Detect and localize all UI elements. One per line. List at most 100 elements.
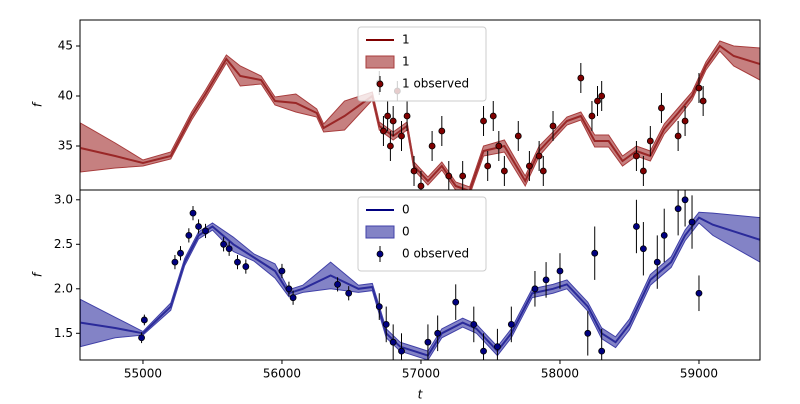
observed-point [549, 122, 557, 130]
observed-point [695, 289, 703, 297]
x-tick-label: 57000 [402, 367, 440, 381]
observed-point [577, 74, 585, 82]
observed-point [171, 258, 179, 266]
observed-point [428, 142, 436, 150]
observed-point [594, 97, 601, 105]
observed-point [417, 182, 425, 190]
observed-point [138, 334, 145, 342]
observed-point [185, 231, 193, 239]
observed-point [380, 127, 387, 135]
observed-point [539, 167, 547, 175]
observed-point [452, 298, 460, 306]
observed-point [225, 245, 233, 253]
legend-label: 1 observed [402, 77, 469, 91]
observed-point [278, 267, 286, 275]
x-axis-label: t [418, 388, 424, 401]
observed-point [639, 167, 647, 175]
x-tick-label: 58000 [541, 367, 579, 381]
legend-label: 1 [402, 55, 410, 69]
observed-point [242, 263, 250, 270]
y-tick-label: 2.5 [54, 237, 73, 251]
legend-label: 0 [402, 203, 410, 217]
observed-point [674, 205, 682, 213]
observed-point [403, 112, 411, 120]
observed-point [507, 320, 515, 328]
observed-point [660, 231, 668, 239]
legend: 1 1 1 observed [357, 26, 487, 102]
observed-point [653, 258, 661, 266]
axes-frame [79, 189, 761, 361]
y-axis-label: f [31, 101, 45, 107]
y-tick-label: 45 [58, 39, 73, 53]
observed-point [445, 172, 453, 180]
x-tick-label: 55000 [124, 367, 162, 381]
observed-point [470, 320, 478, 328]
legend-label: 1 [402, 33, 410, 47]
observed-point [556, 267, 564, 275]
observed-point [531, 285, 539, 293]
observed-point [584, 329, 592, 337]
observed-point [681, 196, 689, 204]
legend-swatch [365, 225, 395, 239]
legend-box [357, 196, 487, 272]
legend-swatch [365, 55, 395, 69]
observed-point [658, 104, 665, 112]
observed-point [459, 172, 467, 180]
observed-point [345, 289, 353, 297]
observed-point [410, 167, 418, 175]
observed-point [639, 245, 647, 253]
observed-point [375, 303, 383, 310]
x-tick-label: 56000 [263, 367, 301, 381]
legend-marker [376, 250, 384, 258]
legend-label: 0 [402, 225, 410, 239]
observed-point [646, 137, 654, 145]
observed-point [500, 167, 508, 175]
observed-point [535, 152, 543, 160]
observed-point [289, 294, 297, 302]
observed-point [695, 84, 703, 92]
observed-point [177, 249, 184, 257]
observed-point [688, 218, 696, 226]
observed-point [598, 347, 606, 355]
legend-label: 0 observed [402, 247, 469, 261]
observed-point [285, 285, 293, 293]
x-tick-label: 59000 [680, 367, 718, 381]
observed-point [398, 132, 405, 140]
observed-point [389, 338, 397, 346]
observed-point [591, 249, 599, 257]
observed-point [384, 112, 392, 120]
observed-point [438, 127, 446, 135]
legend-marker [376, 80, 384, 88]
observed-point [489, 112, 497, 120]
y-tick-label: 2.0 [54, 281, 73, 295]
observed-point [633, 152, 640, 160]
y-tick-label: 1.5 [54, 326, 73, 340]
observed-point [434, 329, 442, 337]
observed-point [494, 343, 501, 351]
observed-point [514, 132, 522, 140]
observed-point [424, 338, 432, 346]
observed-point [189, 209, 197, 217]
y-tick-label: 40 [58, 89, 73, 103]
legend: 0 0 0 observed [357, 196, 487, 272]
observed-point [398, 347, 405, 355]
observed-point [334, 280, 341, 288]
observed-point [386, 142, 394, 150]
observed-point [525, 162, 533, 170]
plot-area [80, 190, 760, 360]
observed-point [140, 316, 148, 324]
observed-point [382, 320, 390, 328]
y-tick-label: 3.0 [54, 192, 73, 206]
observed-point [633, 223, 640, 230]
observed-point [202, 227, 209, 235]
observed-point [480, 347, 487, 355]
observed-point [195, 223, 202, 230]
observed-point [234, 258, 241, 266]
observed-point [484, 162, 492, 170]
observed-point [220, 240, 227, 248]
y-axis-label: f [31, 271, 45, 277]
observed-point [480, 117, 487, 125]
observed-point [542, 276, 550, 284]
observed-point [588, 112, 596, 120]
